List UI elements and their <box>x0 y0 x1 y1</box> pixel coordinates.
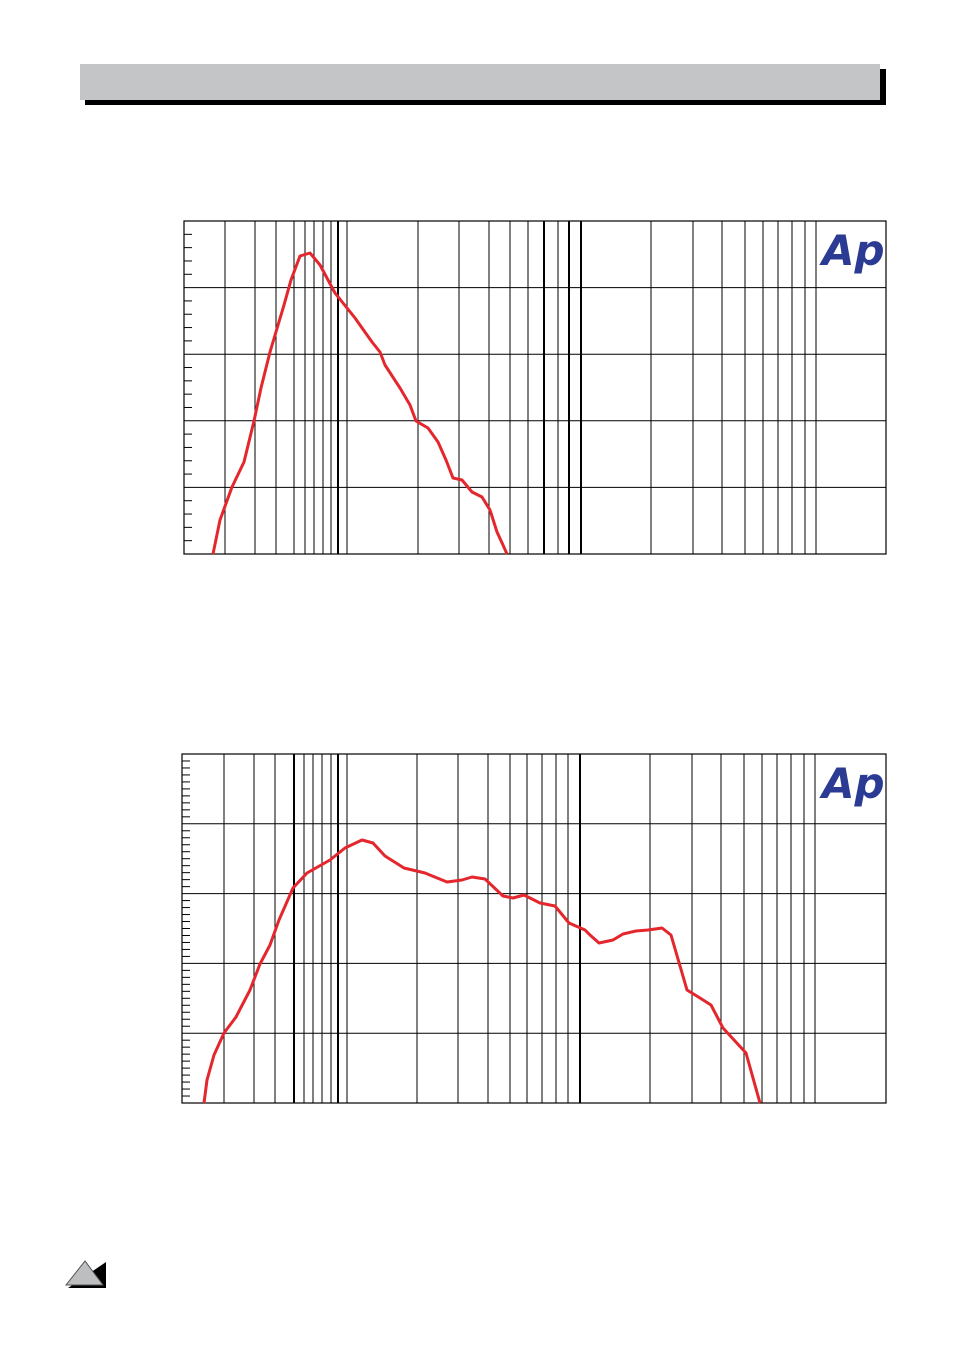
chart-2: Ap <box>181 753 887 1104</box>
plot-frame <box>181 753 887 1104</box>
response-curve <box>202 838 762 1104</box>
plot-frame <box>183 220 887 555</box>
chart-1: Ap <box>183 220 887 555</box>
header-bar <box>80 64 880 100</box>
logo: Ap <box>819 226 885 275</box>
logo: Ap <box>819 759 885 808</box>
corner-triangle <box>64 1260 104 1286</box>
response-curve <box>211 251 509 555</box>
